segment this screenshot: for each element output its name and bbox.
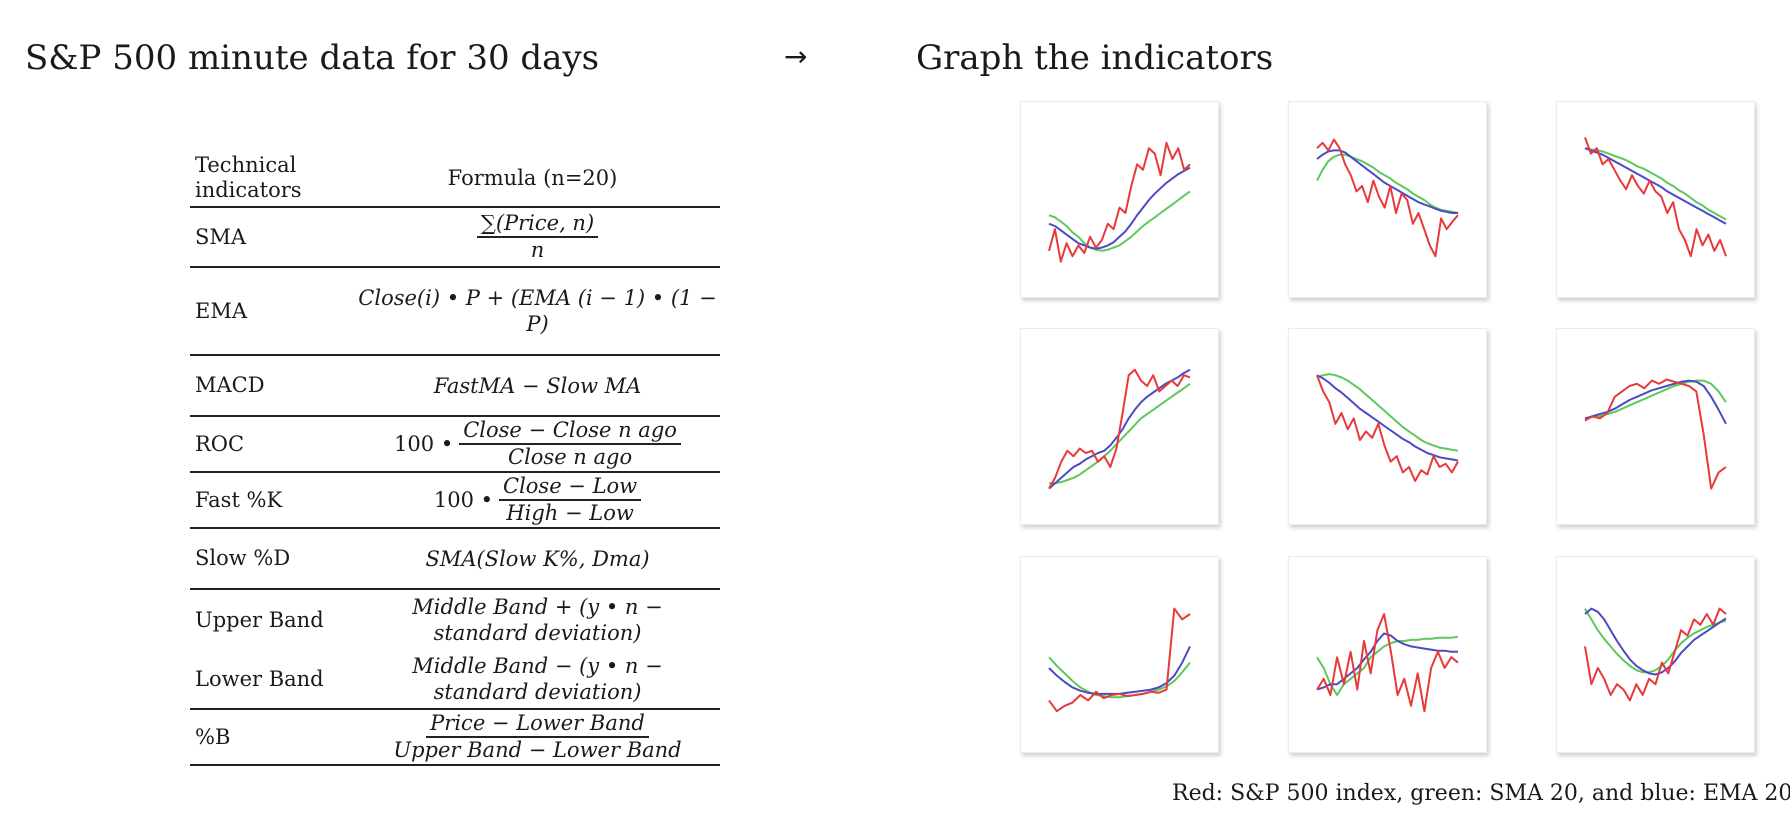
index-line (1316, 138, 1459, 258)
header-name: Technical indicators (195, 153, 302, 202)
formula-denominator: Upper Band − Lower Band (393, 738, 682, 762)
indicator-name: Slow %D (195, 546, 291, 570)
chart-svg (1584, 607, 1727, 702)
table-row: EMA Close(i) • P + (EMA (i − 1) • (1 − P… (190, 268, 720, 354)
table-row: Fast %K 100 • Close − Low High − Low (190, 473, 720, 527)
table-header-row: Technical indicators Formula (n=20) (190, 150, 720, 206)
index-line (1584, 378, 1727, 490)
sma-line (1584, 379, 1727, 420)
index-line (1048, 607, 1191, 713)
sma-line (1316, 635, 1459, 696)
formula-numerator: ∑(Price, n) (476, 211, 599, 238)
ema-line (1584, 147, 1727, 225)
indicator-chart (1288, 556, 1487, 753)
sma-line (1048, 190, 1191, 252)
indicator-formula: 100 • Close − Close n ago Close n ago (355, 418, 720, 470)
indicator-chart (1556, 328, 1755, 525)
chart-svg (1316, 373, 1459, 482)
formula-prefix: 100 • (433, 488, 493, 512)
indicator-chart (1556, 101, 1755, 298)
indicator-formula: SMA(Slow K%, Dma) (425, 546, 650, 571)
indicator-chart (1288, 328, 1487, 525)
chart-svg (1584, 378, 1727, 490)
ema-line (1584, 379, 1727, 425)
indicator-chart (1020, 556, 1219, 753)
indicator-name: ROC (195, 431, 245, 456)
indicator-name: EMA (195, 298, 247, 323)
chart-svg (1316, 613, 1459, 713)
arrow-icon: → (784, 40, 808, 73)
chart-svg (1048, 141, 1191, 263)
indicator-name: Upper Band (195, 607, 324, 632)
table-row: %B Price − Lower Band Upper Band − Lower … (190, 710, 720, 764)
ema-line (1584, 607, 1727, 676)
sma-line (1316, 153, 1459, 214)
table-row: ROC 100 • Close − Close n ago Close n ago (190, 417, 720, 471)
indicator-name: Fast %K (195, 487, 283, 512)
table-row: SMA ∑(Price, n) n (190, 208, 720, 266)
index-line (1316, 374, 1459, 482)
formula-denominator: High − Low (506, 501, 634, 525)
indicator-chart (1020, 101, 1219, 298)
index-line (1048, 368, 1191, 490)
formula-line: standard deviation) (433, 621, 642, 645)
indicator-table: Technical indicators Formula (n=20) SMA … (190, 150, 720, 766)
indicator-formula: FastMA − Slow MA (433, 373, 642, 398)
chart-svg (1048, 368, 1191, 490)
indicator-chart (1020, 328, 1219, 525)
indicator-name: %B (195, 724, 231, 749)
formula-numerator: Price − Lower Band (426, 711, 649, 738)
index-line (1584, 607, 1727, 702)
indicator-formula: Price − Lower Band Upper Band − Lower Ban… (355, 711, 720, 763)
table-row: Slow %D SMA(Slow K%, Dma) (190, 529, 720, 588)
formula-numerator: Close − Low (499, 474, 642, 501)
chart-svg (1584, 137, 1727, 258)
indicator-name: MACD (195, 373, 265, 397)
sma-line (1316, 373, 1459, 452)
table-row: Lower Band Middle Band − (y • n − standa… (190, 650, 720, 708)
ema-line (1048, 166, 1191, 250)
indicator-formula: Close(i) • P + (EMA (i − 1) • (1 − P) (358, 286, 717, 336)
table-row: MACD FastMA − Slow MA (190, 356, 720, 415)
table-row: Upper Band Middle Band + (y • n − standa… (190, 590, 720, 650)
indicator-name: Lower Band (195, 666, 324, 691)
indicator-formula: 100 • Close − Low High − Low (355, 474, 720, 526)
indicator-formula: Middle Band + (y • n − standard deviatio… (355, 594, 720, 646)
formula-prefix: 100 • (394, 432, 454, 456)
formula-line: Middle Band − (y • n − (412, 654, 663, 678)
sma-line (1584, 147, 1727, 221)
indicator-chart (1288, 101, 1487, 298)
formula-denominator: Close n ago (508, 445, 633, 469)
ema-line (1316, 149, 1458, 214)
index-line (1584, 137, 1727, 258)
formula-line: standard deviation) (433, 680, 642, 704)
left-title: S&P 500 minute data for 30 days (25, 38, 600, 78)
formula-denominator: n (530, 238, 545, 262)
index-line (1048, 141, 1191, 263)
chart-caption: Red: S&P 500 index, green: SMA 20, and b… (1172, 781, 1790, 806)
chart-svg (1316, 138, 1459, 258)
right-title: Graph the indicators (916, 38, 1274, 78)
header-formula: Formula (n=20) (447, 166, 618, 190)
indicator-formula: Middle Band − (y • n − standard deviatio… (355, 653, 720, 705)
sma-line (1584, 608, 1727, 674)
sma-line (1049, 382, 1191, 485)
indicator-name: SMA (195, 224, 247, 249)
index-line (1316, 613, 1459, 713)
formula-numerator: Close − Close n ago (459, 418, 681, 445)
chart-svg (1048, 607, 1191, 713)
indicator-chart (1556, 556, 1755, 753)
indicator-formula: ∑(Price, n) n (355, 211, 720, 263)
ema-line (1316, 374, 1459, 462)
formula-line: Middle Band + (y • n − (412, 595, 663, 619)
